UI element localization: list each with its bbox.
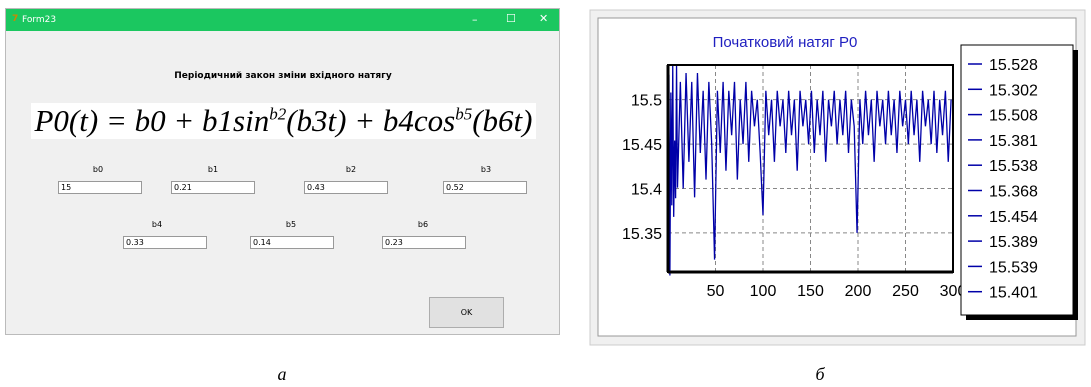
legend-label: 15.508 [989, 108, 1038, 125]
legend-label: 15.538 [989, 158, 1038, 175]
legend-label: 15.539 [989, 259, 1038, 276]
x-tick-label: 300 [940, 283, 967, 300]
caption: б [815, 364, 825, 384]
field-label: b1 [207, 165, 219, 174]
formula-part: P0(t) = b0 + b1sin [34, 103, 270, 138]
legend-label: 15.381 [989, 133, 1038, 150]
chart-title: Початковий натяг P0 [713, 34, 858, 51]
text-input[interactable]: 15 [58, 181, 142, 194]
formula: P0(t) = b0 + b1sinb2(b3t) + b4cosb5(b6t) [31, 103, 536, 139]
y-tick-label: 15.45 [622, 137, 662, 154]
caption: а [278, 364, 287, 384]
app-icon: 7 [12, 14, 19, 24]
field-label: b5 [285, 220, 297, 229]
field-label: b6 [417, 220, 429, 229]
legend-label: 15.368 [989, 184, 1038, 201]
y-tick-label: 15.35 [622, 226, 662, 243]
ok-button[interactable]: OK [429, 297, 504, 328]
close[interactable]: ✕ [539, 12, 549, 25]
x-tick-label: 150 [797, 283, 824, 300]
x-tick-label: 200 [845, 283, 872, 300]
x-tick-label: 250 [892, 283, 919, 300]
legend-label: 15.389 [989, 234, 1038, 251]
maximize[interactable]: ☐ [506, 12, 516, 25]
text-input[interactable]: 0.14 [250, 236, 334, 249]
formula-exp: b2 [269, 104, 287, 124]
formula-exp: b5 [455, 104, 473, 124]
y-tick-label: 15.4 [631, 181, 662, 198]
text-input[interactable]: 0.23 [382, 236, 466, 249]
text-input[interactable]: 0.43 [304, 181, 388, 194]
field-label: b4 [151, 220, 163, 229]
text-input[interactable]: 0.33 [123, 236, 207, 249]
formula-part: (b3t) + b4cos [286, 103, 456, 138]
text-input[interactable]: 0.52 [443, 181, 527, 194]
window-title: Form23 [22, 15, 57, 25]
legend-label: 15.302 [989, 82, 1038, 99]
field-label: b0 [92, 165, 104, 174]
series-line [668, 64, 952, 276]
x-tick-label: 100 [750, 283, 777, 300]
minimize[interactable]: – [472, 13, 478, 26]
field-label: b3 [480, 165, 492, 174]
text-input[interactable]: 0.21 [171, 181, 255, 194]
field-label: b2 [345, 165, 357, 174]
window: 7 Form23 – ☐ ✕ Періодичний закон зміни в… [5, 8, 560, 335]
heading: Періодичний закон зміни вхідного натягу [174, 71, 392, 81]
formula-part: (b6t) [472, 103, 533, 138]
legend-label: 15.528 [989, 57, 1038, 74]
x-tick-label: 50 [707, 283, 725, 300]
y-tick-label: 15.5 [631, 93, 662, 110]
legend-label: 15.401 [989, 285, 1038, 302]
legend-label: 15.454 [989, 209, 1038, 226]
title-bar: 7 Form23 – ☐ ✕ [6, 9, 559, 31]
